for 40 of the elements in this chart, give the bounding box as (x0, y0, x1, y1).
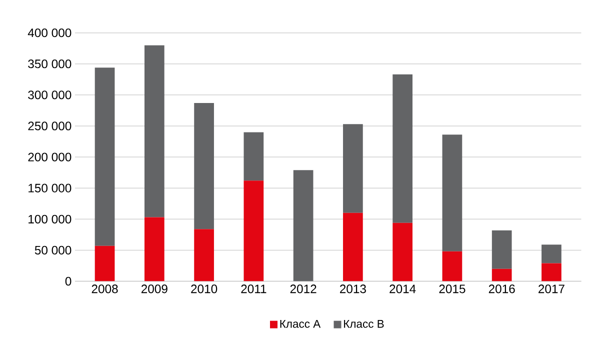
y-tick-label: 250 000 (28, 121, 72, 130)
bar (144, 217, 164, 282)
x-tick-label: 2011 (241, 284, 266, 294)
bar (94, 67, 115, 246)
x-tick-label: 2016 (488, 284, 515, 294)
legend-label: Класс В (344, 320, 384, 328)
y-tick-label: 300 000 (28, 90, 72, 100)
x-tick-label: 2015 (439, 284, 466, 294)
bar (94, 246, 115, 282)
y-tick-label: 200 000 (28, 152, 72, 162)
x-tick-label: 2012 (290, 284, 316, 294)
x-tick-label: 2010 (191, 284, 218, 294)
x-tick-label: 2017 (538, 284, 564, 294)
bar (492, 268, 512, 282)
x-tick-label: 2008 (92, 284, 118, 294)
bar (293, 170, 314, 282)
bar (442, 251, 462, 282)
y-tick-label: 100 000 (28, 214, 72, 224)
x-tick-label: 2009 (141, 284, 168, 294)
bar (343, 212, 363, 282)
bar (343, 124, 363, 213)
bar (542, 263, 562, 282)
bar (244, 132, 264, 180)
bar (144, 45, 164, 218)
y-tick-label: 50 000 (34, 246, 72, 254)
x-tick-label: 2013 (340, 284, 366, 294)
bar (194, 102, 214, 229)
bar (492, 230, 512, 269)
bar (392, 222, 412, 282)
bar (244, 180, 264, 282)
bar (542, 244, 562, 264)
bar (442, 134, 462, 252)
y-tick-label: 400 000 (28, 28, 72, 37)
y-tick-label: 0 (65, 276, 72, 286)
y-tick-label: 350 000 (28, 59, 72, 68)
x-tick-label: 2014 (390, 284, 416, 294)
legend-label: Класс А (280, 320, 321, 328)
bar (392, 74, 412, 223)
bar (194, 228, 214, 282)
y-tick-label: 150 000 (28, 184, 72, 192)
